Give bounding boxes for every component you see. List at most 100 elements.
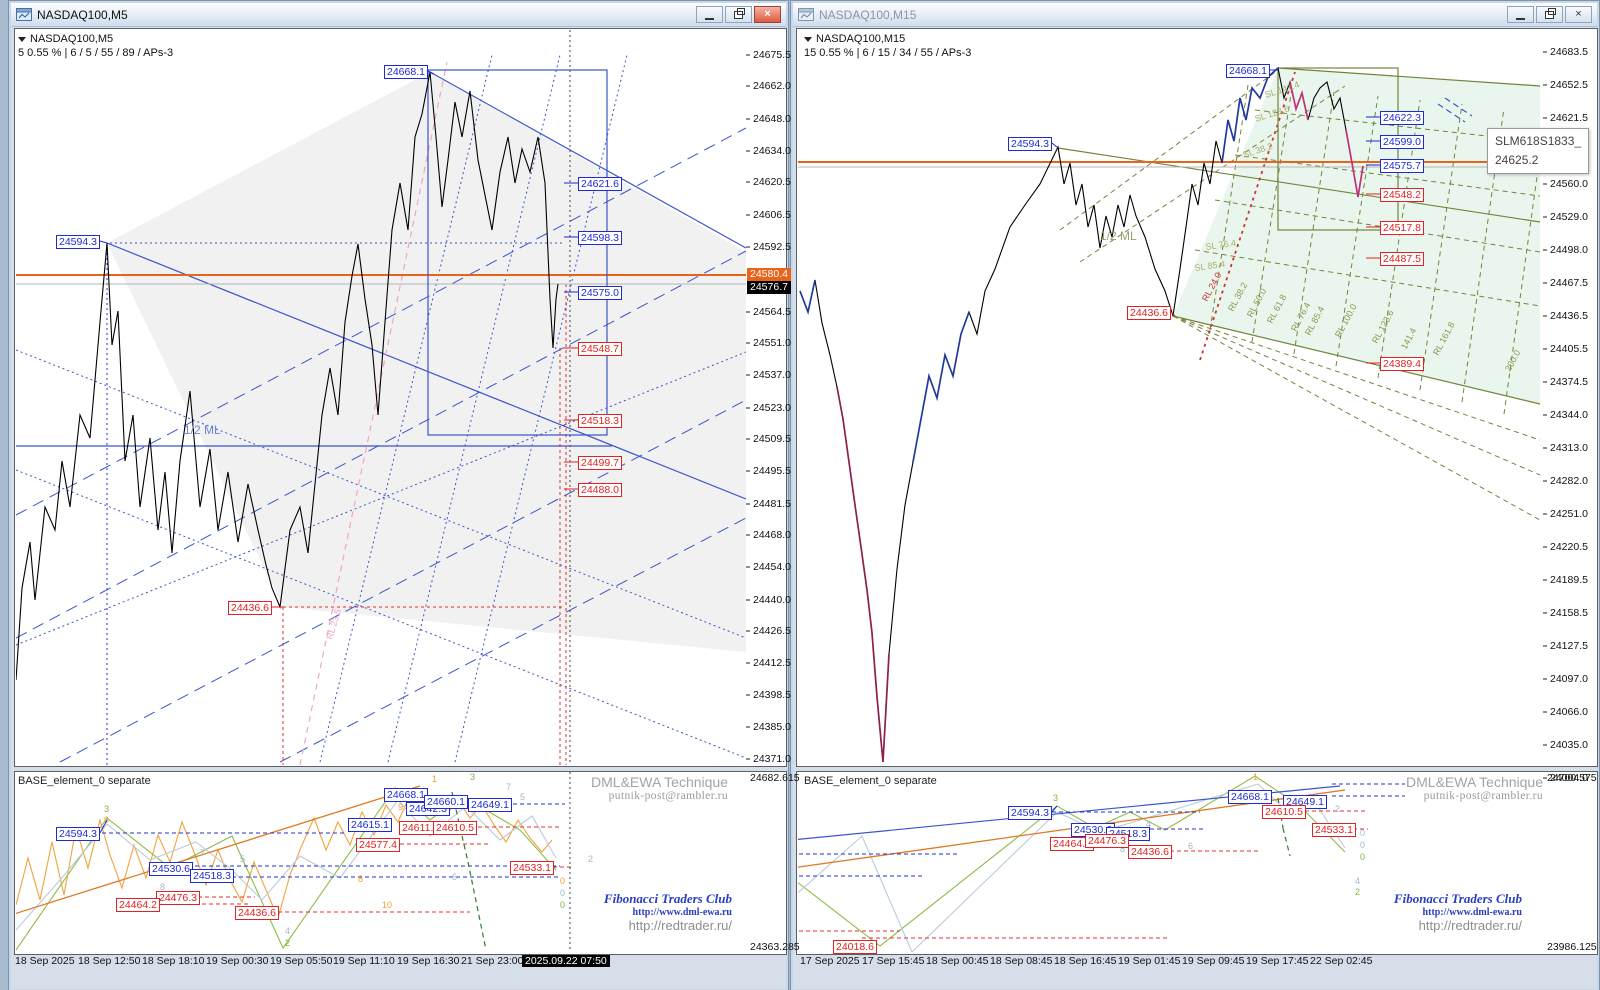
- price-label: 24622.3: [1380, 111, 1424, 125]
- panel-label: 24530.6: [149, 862, 193, 876]
- panel-label: 24649.1: [468, 798, 512, 812]
- axis-tick: 24158.5: [1550, 607, 1588, 619]
- titlebar-m5[interactable]: NASDAQ100,M5 ×: [11, 3, 786, 27]
- panel-label: 24464.2: [116, 898, 160, 912]
- time-label-current: 2025.09.22 07:50: [522, 955, 610, 967]
- panel-label: 24476.3: [1085, 834, 1129, 848]
- price-label: 24548.7: [578, 342, 622, 356]
- price-label: 24548.2: [1380, 188, 1424, 202]
- axis-tick: 24509.5: [753, 433, 791, 445]
- axis-tick: 24498.0: [1550, 244, 1588, 256]
- axis-tick: 24282.0: [1550, 475, 1588, 487]
- time-label: 19 Sep 17:45: [1246, 955, 1309, 967]
- minimize-button[interactable]: [1507, 6, 1534, 23]
- axis-tick: 24412.5: [753, 657, 791, 669]
- axis-tick: 24066.0: [1550, 706, 1588, 718]
- object-tooltip: SLM618S1833_ 24625.2: [1487, 128, 1590, 175]
- axis-tick: 24035.0: [1550, 739, 1588, 751]
- indicator-name-m15: BASE_element_0 separate: [804, 775, 937, 787]
- axis-tick: 24621.5: [1550, 112, 1588, 124]
- price-label: 24599.0: [1380, 135, 1424, 149]
- axis-tick: 24495.5: [753, 465, 791, 477]
- chart-symbol-m15: NASDAQ100,M15: [804, 33, 905, 45]
- window-title: NASDAQ100,M5: [37, 7, 128, 22]
- chart-icon: [798, 8, 814, 21]
- price-label: 24499.7: [578, 456, 622, 470]
- axis-tick: 24467.5: [1550, 277, 1588, 289]
- chart-params-m15: 15 0.55 % | 6 / 15 / 34 / 55 / APs-3: [804, 47, 972, 59]
- axis-tick: 24481.5: [753, 498, 791, 510]
- axis-tick: 24662.0: [753, 80, 791, 92]
- panel-label: 24533.1: [1312, 823, 1356, 837]
- axis-tick: 24398.5: [753, 689, 791, 701]
- axis-tick: 24127.5: [1550, 640, 1588, 652]
- panel-scale-top: 24682.615: [750, 772, 800, 784]
- tooltip-object-name: SLM618S1833_: [1495, 134, 1582, 148]
- panel-label: 24018.6: [833, 940, 877, 954]
- panel-label: 24436.6: [235, 906, 279, 920]
- axis-tick: 24004.0: [1550, 772, 1588, 784]
- price-label: 24487.5: [1380, 252, 1424, 266]
- close-button[interactable]: ×: [754, 6, 781, 23]
- price-label: 24436.6: [1127, 306, 1171, 320]
- price-label: 24518.3: [578, 414, 622, 428]
- chart-area[interactable]: [796, 28, 1598, 767]
- axis-tick: 24648.0: [753, 113, 791, 125]
- indicator-panel[interactable]: [796, 771, 1598, 955]
- axis-tick: 24189.5: [1550, 574, 1588, 586]
- axis-tick: 24675.5: [753, 49, 791, 61]
- panel-label: 24594.3: [56, 827, 100, 841]
- window-controls: ×: [1507, 6, 1592, 23]
- time-label: 19 Sep 09:45: [1182, 955, 1245, 967]
- price-label: 24598.3: [578, 231, 622, 245]
- price-label: 24389.4: [1380, 357, 1424, 371]
- level-price-label: 24580.4: [747, 268, 791, 281]
- panel-label: 24533.1: [510, 861, 554, 875]
- time-label: 19 Sep 11:10: [333, 955, 395, 967]
- panel-label: 24668.1: [1228, 790, 1272, 804]
- axis-tick: 24468.0: [753, 529, 791, 541]
- restore-button[interactable]: [1536, 6, 1563, 23]
- price-label: 24436.6: [228, 601, 272, 615]
- price-label: 24575.7: [1380, 159, 1424, 173]
- axis-tick: 24313.0: [1550, 442, 1588, 454]
- axis-tick: 24620.5: [753, 176, 791, 188]
- axis-tick: 24426.5: [753, 625, 791, 637]
- symbol-text: NASDAQ100,M15: [816, 33, 906, 45]
- dropdown-icon: [804, 36, 812, 42]
- panel-label: 24476.3: [156, 891, 200, 905]
- window-title: NASDAQ100,M15: [819, 7, 917, 22]
- time-label: 19 Sep 00:30: [206, 955, 269, 967]
- axis-tick: 24652.5: [1550, 79, 1588, 91]
- price-label: 24575.0: [578, 286, 622, 300]
- time-label: 18 Sep 00:45: [926, 955, 989, 967]
- minimize-button[interactable]: [696, 6, 723, 23]
- panel-label: 24594.3: [1008, 806, 1052, 820]
- axis-tick: 24551.0: [753, 337, 791, 349]
- panel-label: 24610.5: [433, 821, 477, 835]
- panel-scale-top: 24700.575: [1547, 772, 1597, 784]
- chart-symbol-m5: NASDAQ100,M5: [18, 33, 113, 45]
- price-label: 24668.1: [1226, 64, 1270, 78]
- axis-tick: 24592.5: [753, 241, 791, 253]
- restore-button[interactable]: [725, 6, 752, 23]
- time-label: 17 Sep 15:45: [862, 955, 925, 967]
- axis-tick: 24344.0: [1550, 409, 1588, 421]
- time-label: 18 Sep 2025: [15, 955, 75, 967]
- close-button[interactable]: ×: [1565, 6, 1592, 23]
- price-label: 24488.0: [578, 483, 622, 497]
- panel-label: 24577.4: [356, 838, 400, 852]
- axis-tick: 24405.5: [1550, 343, 1588, 355]
- axis-tick: 24529.0: [1550, 211, 1588, 223]
- axis-tick: 24523.0: [753, 402, 791, 414]
- chart-area[interactable]: [14, 28, 787, 767]
- axis-tick: 24440.0: [753, 594, 791, 606]
- axis-tick: 24251.0: [1550, 508, 1588, 520]
- window-controls: ×: [696, 6, 781, 23]
- last-price-label: 24576.7: [747, 281, 791, 294]
- titlebar-m15[interactable]: NASDAQ100,M15 ×: [793, 3, 1597, 27]
- time-label: 17 Sep 2025: [800, 955, 860, 967]
- axis-tick: 24374.5: [1550, 376, 1588, 388]
- axis-tick: 24454.0: [753, 561, 791, 573]
